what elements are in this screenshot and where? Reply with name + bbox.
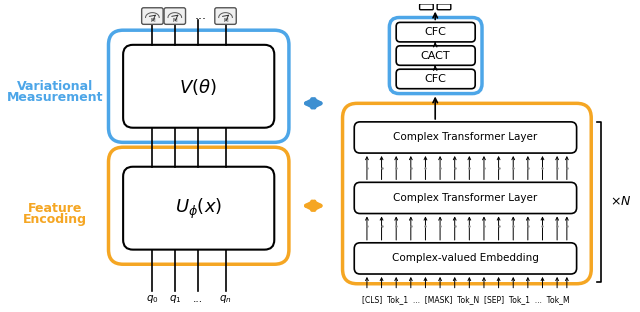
Text: $V(\theta)$: $V(\theta)$ bbox=[179, 77, 217, 97]
FancyBboxPatch shape bbox=[109, 30, 289, 142]
Text: CFC: CFC bbox=[424, 27, 446, 37]
Text: [CLS]  Tok_1  ...  [MASK]  Tok_N  [SEP]  Tok_1  ...  Tok_M: [CLS] Tok_1 ... [MASK] Tok_N [SEP] Tok_1… bbox=[362, 295, 569, 304]
Text: Complex Transformer Layer: Complex Transformer Layer bbox=[394, 133, 538, 143]
FancyBboxPatch shape bbox=[141, 8, 163, 24]
Text: Measurement: Measurement bbox=[6, 91, 103, 104]
Text: Encoding: Encoding bbox=[23, 213, 87, 226]
Text: ...: ... bbox=[194, 9, 206, 22]
Text: Feature: Feature bbox=[28, 202, 82, 215]
Text: Complex-valued Embedding: Complex-valued Embedding bbox=[392, 253, 539, 263]
Text: ...: ... bbox=[193, 294, 204, 305]
FancyBboxPatch shape bbox=[164, 8, 186, 24]
Text: CFC: CFC bbox=[424, 74, 446, 84]
Text: $q_n$: $q_n$ bbox=[219, 293, 232, 305]
Text: Variational: Variational bbox=[17, 80, 93, 93]
FancyBboxPatch shape bbox=[396, 69, 475, 89]
FancyBboxPatch shape bbox=[396, 46, 475, 65]
Text: Complex Transformer Layer: Complex Transformer Layer bbox=[394, 193, 538, 203]
Text: $q_0$: $q_0$ bbox=[146, 293, 159, 305]
FancyBboxPatch shape bbox=[420, 4, 433, 10]
Text: $\times N$: $\times N$ bbox=[610, 195, 631, 208]
FancyBboxPatch shape bbox=[437, 4, 451, 10]
FancyBboxPatch shape bbox=[389, 17, 482, 94]
FancyBboxPatch shape bbox=[355, 122, 577, 153]
Text: M: M bbox=[223, 18, 228, 23]
FancyBboxPatch shape bbox=[123, 45, 275, 128]
FancyBboxPatch shape bbox=[355, 243, 577, 274]
Text: CACT: CACT bbox=[420, 51, 450, 61]
FancyBboxPatch shape bbox=[342, 103, 591, 284]
Text: $U_{\phi}(x)$: $U_{\phi}(x)$ bbox=[175, 197, 222, 221]
FancyBboxPatch shape bbox=[396, 22, 475, 42]
Text: M: M bbox=[150, 18, 155, 23]
FancyBboxPatch shape bbox=[355, 182, 577, 213]
FancyBboxPatch shape bbox=[123, 167, 275, 250]
FancyBboxPatch shape bbox=[109, 147, 289, 264]
FancyBboxPatch shape bbox=[215, 8, 236, 24]
Text: $q_1$: $q_1$ bbox=[168, 293, 181, 305]
Text: M: M bbox=[173, 18, 177, 23]
